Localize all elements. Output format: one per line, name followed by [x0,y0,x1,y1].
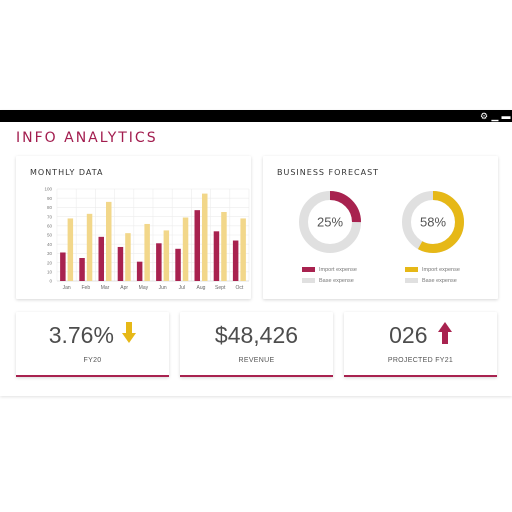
business-forecast-card: BUSINESS FORECAST 25% 58% Import expense… [263,156,498,299]
kpi-label: REVENUE [238,357,275,364]
arrow-down-icon [122,322,137,343]
x-tick-label: Jul [179,285,185,291]
bar-series-2 [240,218,246,281]
x-tick-label: Feb [81,285,90,291]
legend-swatch [405,278,418,284]
legend-label: Import expense [422,267,460,273]
legend-item: Import expense [405,267,460,273]
kpi-accent-bar [180,375,333,377]
bar-series-2 [182,217,189,281]
bar-series-2 [163,230,170,281]
business-forecast-title: BUSINESS FORECAST [277,168,380,177]
legend-swatch [302,278,315,284]
y-tick-label: 70 [47,214,53,219]
bar-series-1 [136,261,143,281]
legend-item: Base expense [302,278,354,284]
y-tick-label: 30 [47,251,53,256]
bar-series-1 [79,258,85,281]
legend-label: Import expense [319,267,357,273]
monthly-data-title: MONTHLY DATA [30,168,104,177]
legend-item: Base expense [405,278,457,284]
minimize-icon[interactable]: ▁ [491,111,499,121]
kpi-card-projected-fy21: 026 PROJECTED FY21 [344,312,497,377]
donut-import-segment [402,191,464,253]
y-tick-label: 90 [47,196,53,201]
x-tick-label: Oct [236,285,244,291]
donut-percent-label: 58% [420,215,446,230]
bar-series-1 [194,210,200,281]
y-tick-label: 50 [47,233,53,238]
bar-series-1 [98,236,104,281]
y-tick-label: 0 [49,279,52,284]
x-tick-label: Aug [197,285,206,291]
y-tick-label: 60 [47,224,53,229]
bar-series-1 [60,252,66,281]
kpi-accent-bar [16,375,169,377]
kpi-value: $48,426 [214,322,299,348]
x-tick-label: Jun [159,285,167,291]
kpi-value: 026 [389,322,428,348]
bar-series-1 [156,243,162,281]
bar-series-1 [213,231,220,281]
y-tick-label: 40 [47,242,53,247]
y-tick-label: 20 [47,260,53,265]
legend-label: Base expense [319,278,354,284]
bar-series-1 [117,246,124,281]
legend-item: Import expense [302,267,357,273]
x-tick-label: May [139,285,149,291]
x-tick-label: Mar [101,285,110,291]
bar-series-2 [67,218,74,281]
donut-chart-import-25: 25% [299,191,361,253]
donut-chart-import-58: 58% [402,191,464,253]
kpi-accent-bar [344,375,497,377]
kpi-card-revenue: $48,426 REVENUE [180,312,333,377]
bar-series-2 [144,223,150,281]
bar-series-2 [202,193,208,281]
y-tick-label: 10 [47,270,53,275]
kpi-value-row: 3.76% [16,322,169,349]
legend-label: Base expense [422,278,457,284]
kpi-value: 3.76% [48,322,114,348]
y-tick-label: 80 [47,205,53,210]
settings-icon[interactable]: ⚙ [479,111,489,121]
bar-series-1 [232,240,239,281]
page-title: INFO ANALYTICS [16,130,158,146]
x-tick-label: Apr [120,285,128,291]
legend-swatch [405,267,418,273]
arrow-up-icon [437,322,452,344]
app-window: ⚙ ▁ ▬ INFO ANALYTICS MONTHLY DATA 0 10 20 3… [0,110,512,396]
monthly-data-card: MONTHLY DATA 0 10 20 30 40 50 60 70 80 90 100 Jan Fe… [16,156,251,299]
bar-series-1 [175,248,181,281]
kpi-card-fy20: 3.76% FY20 [16,312,169,377]
bar-series-2 [86,213,93,281]
y-tick-label: 100 [44,187,52,192]
kpi-value-row: 026 [344,322,497,349]
maximize-icon[interactable]: ▬ [501,111,511,121]
legend-swatch [302,267,315,273]
x-tick-label: Sept [215,285,226,291]
donut-import-segment [299,191,361,253]
kpi-label: PROJECTED FY21 [387,357,454,364]
bar-series-2 [221,212,227,281]
bar-series-2 [125,233,131,281]
bar-series-2 [106,201,112,281]
x-tick-label: Jan [63,285,71,291]
title-bar: ⚙ ▁ ▬ [0,110,512,122]
donut-percent-label: 25% [317,215,343,230]
monthly-bar-chart: 0 10 20 30 40 50 60 70 80 90 100 Jan Feb Mar Apr May Jun… [44,187,250,291]
kpi-label: FY20 [83,357,102,364]
